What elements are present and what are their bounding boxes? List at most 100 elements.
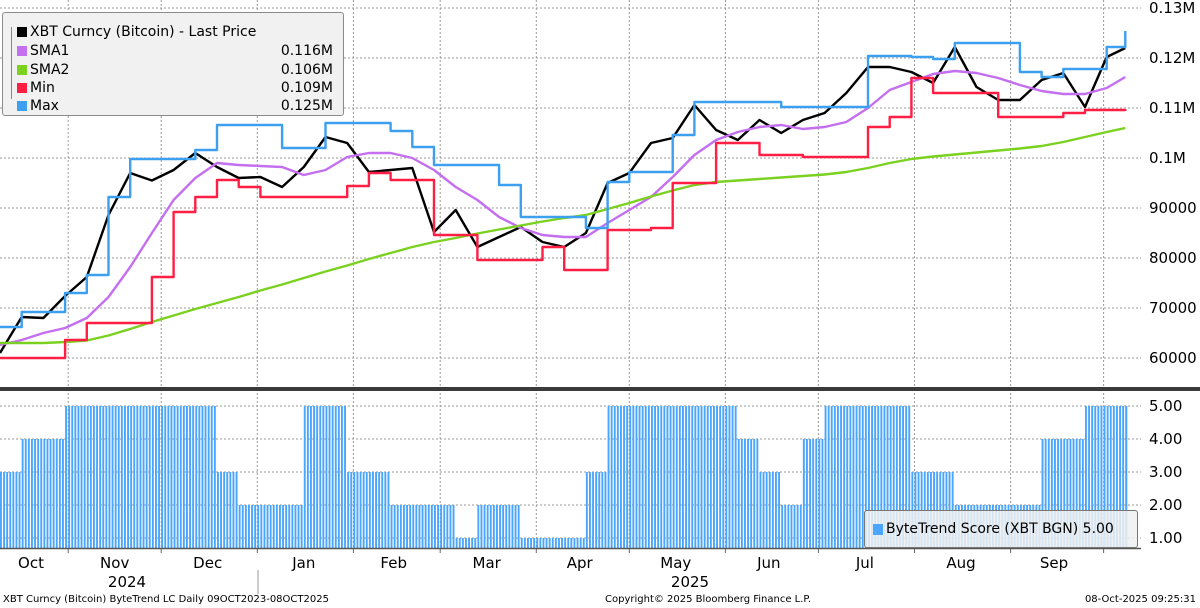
month-label: Feb: [380, 554, 407, 572]
score-bar: [468, 538, 470, 548]
score-bar: [1112, 406, 1115, 548]
score-bar: [347, 472, 350, 548]
score-bar: [43, 439, 46, 548]
score-bar: [527, 538, 529, 548]
year-label: 2024: [107, 573, 147, 591]
score-bar: [145, 406, 148, 548]
score-bar: [285, 505, 288, 548]
score-bar: [908, 406, 911, 548]
legend-value-sma1: 0.116M: [280, 43, 333, 59]
score-bar: [279, 505, 281, 548]
score-bar: [647, 406, 650, 548]
score-bar: [833, 406, 836, 548]
score-bar: [514, 505, 517, 548]
score-bar: [554, 538, 557, 548]
score-bar: [96, 406, 98, 548]
score-bar: [849, 406, 852, 548]
y-tick-label: 80000: [1149, 249, 1197, 267]
score-bar: [1122, 406, 1125, 548]
score-bar: [651, 406, 653, 548]
score-bar: [334, 406, 337, 548]
score-bar: [840, 406, 842, 548]
score-bar: [1125, 406, 1128, 548]
score-bar: [108, 406, 111, 548]
legend-value-sma2: 0.106M: [280, 62, 333, 78]
score-bar: [1050, 439, 1053, 548]
score-bar: [403, 505, 405, 548]
score-bar: [427, 505, 430, 548]
score-y-tick-label: 5.00: [1149, 397, 1183, 415]
score-bar: [1081, 439, 1084, 548]
max-line: [0, 31, 1127, 329]
score-bar: [740, 439, 743, 548]
score-bar: [837, 406, 839, 548]
score-bar: [793, 505, 796, 548]
score-bar: [542, 538, 545, 548]
score-bar: [771, 472, 774, 548]
score-bar: [176, 406, 179, 548]
score-legend-label: ByteTrend Score (XBT BGN) 5.00: [886, 521, 1114, 537]
score-bar: [539, 538, 542, 548]
score-bar: [843, 406, 846, 548]
score-bar: [688, 406, 691, 548]
score-bar: [675, 406, 678, 548]
score-bar: [179, 406, 182, 548]
score-bar: [629, 406, 632, 548]
score-bar: [595, 472, 598, 548]
score-bar: [787, 505, 790, 548]
score-bar: [1069, 439, 1072, 548]
score-bar: [303, 406, 306, 548]
score-bar: [480, 505, 483, 548]
y-tick-label: 60000: [1149, 349, 1197, 367]
score-bar: [260, 505, 263, 548]
score-bar: [734, 406, 737, 548]
score-bar: [337, 406, 340, 548]
legend-swatch-max: [17, 101, 27, 111]
score-bar: [235, 472, 238, 548]
score-bar: [660, 406, 663, 548]
score-bar: [620, 406, 622, 548]
score-bar: [368, 472, 371, 548]
score-bar: [784, 505, 787, 548]
score-bar: [1100, 406, 1103, 548]
score-bar: [27, 439, 30, 548]
footer-copyright: Copyright© 2025 Bloomberg Finance L.P.: [605, 594, 812, 605]
score-bar: [415, 505, 418, 548]
score-bar: [350, 472, 353, 548]
score-bar: [198, 406, 201, 548]
footer-description: XBT Curncy (Bitcoin) ByteTrend LC Daily …: [3, 594, 329, 605]
score-bar: [437, 505, 439, 548]
score-bar: [781, 505, 784, 548]
score-bar: [502, 505, 505, 548]
score-bar: [672, 406, 675, 548]
score-y-tick-label: 3.00: [1149, 463, 1183, 481]
score-bar: [182, 406, 185, 548]
score-bar: [155, 406, 157, 548]
score-bar: [313, 406, 315, 548]
month-label: Oct: [18, 554, 44, 572]
score-bar: [1085, 406, 1087, 548]
score-bar: [210, 406, 213, 548]
score-bar: [68, 406, 71, 548]
score-bar: [204, 406, 207, 548]
score-bar: [678, 406, 681, 548]
score-bar: [62, 439, 64, 548]
score-bar: [306, 406, 309, 548]
score-bar: [768, 472, 771, 548]
score-bar: [899, 406, 901, 548]
score-bar: [1119, 406, 1121, 548]
month-label: Jun: [757, 554, 781, 572]
score-bar: [244, 505, 247, 548]
score-bar: [443, 505, 446, 548]
score-bar: [573, 538, 576, 548]
score-bar: [192, 406, 195, 548]
score-bar: [288, 505, 291, 548]
sma1-line: [0, 69, 1126, 347]
score-bar: [465, 538, 467, 548]
score-bar: [37, 439, 40, 548]
legend-row-price: XBT Curncy (Bitcoin) - Last Price: [13, 23, 333, 42]
score-bar: [536, 538, 539, 548]
score-bar: [359, 472, 362, 548]
score-bar: [725, 406, 728, 548]
score-bar: [1060, 439, 1063, 548]
